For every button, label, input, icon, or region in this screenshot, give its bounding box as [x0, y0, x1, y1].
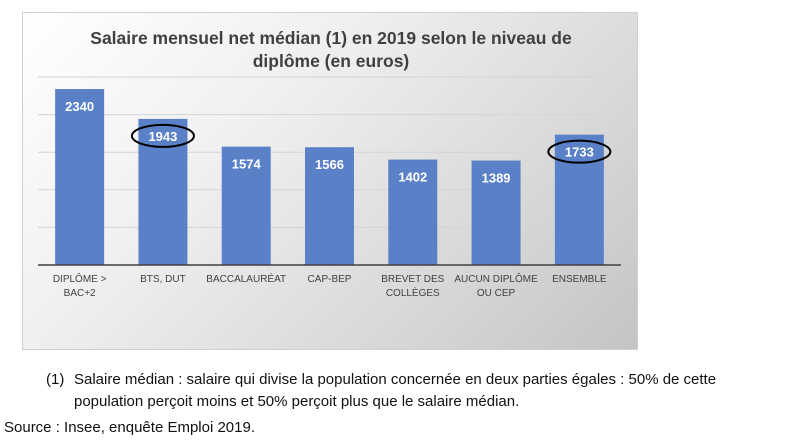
category-label: BAC+2 — [64, 288, 96, 299]
bar — [221, 146, 271, 265]
footnote-line-2: population perçoit moins et 50% perçoit … — [74, 393, 520, 410]
footnote-marker: (1) — [46, 371, 65, 388]
bar — [554, 134, 604, 265]
data-label: 1389 — [482, 171, 511, 186]
data-label: 1566 — [315, 157, 344, 172]
data-label: 1733 — [565, 145, 594, 160]
data-label: 1943 — [148, 129, 177, 144]
chart-svg: Salaire mensuel net médian (1) en 2019 s… — [38, 28, 621, 299]
category-label: DIPLÔME > — [53, 272, 107, 285]
data-label: 2340 — [65, 99, 94, 114]
category-label: BACCALAURÉAT — [206, 272, 286, 285]
chart-title-line: Salaire mensuel net médian (1) en 2019 s… — [90, 28, 572, 48]
chart: Salaire mensuel net médian (1) en 2019 s… — [22, 12, 638, 350]
category-label: ENSEMBLE — [552, 274, 607, 285]
highlight-ellipse — [547, 139, 612, 164]
category-label: OU CEP — [477, 288, 516, 299]
category-label: COLLÈGES — [386, 286, 440, 299]
category-label: AUCUN DIPLÔME — [454, 272, 538, 285]
bar — [138, 118, 188, 265]
category-label: BREVET DES — [381, 274, 444, 285]
chart-title-line: diplôme (en euros) — [253, 51, 410, 71]
category-label: CAP-BEP — [308, 274, 352, 285]
data-label: 1402 — [398, 170, 427, 185]
bar — [305, 147, 354, 265]
footnote-line-1: Salaire médian : salaire qui divise la p… — [74, 371, 717, 388]
bar — [55, 89, 105, 265]
bar — [471, 160, 521, 265]
category-label: BTS, DUT — [140, 274, 186, 285]
bar — [388, 159, 438, 265]
source-note: Source : Insee, enquête Emploi 2019. — [4, 419, 256, 436]
data-label: 1574 — [232, 157, 262, 172]
highlight-ellipse — [130, 123, 195, 148]
